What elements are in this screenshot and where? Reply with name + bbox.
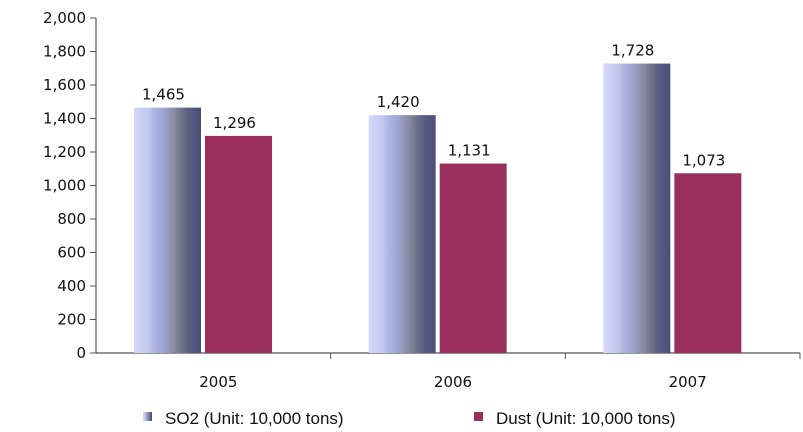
y-tick-label: 1,400 xyxy=(43,110,86,128)
bar-dust xyxy=(439,163,507,353)
y-tick-label: 0 xyxy=(76,344,86,362)
y-tick-label: 600 xyxy=(57,244,86,262)
bar-dust xyxy=(674,173,742,353)
y-tick-label: 800 xyxy=(57,210,86,228)
legend-swatch xyxy=(474,412,483,421)
x-tick-label: 2006 xyxy=(434,373,472,391)
legend-swatch xyxy=(143,412,152,421)
data-label: 1,465 xyxy=(142,86,185,104)
y-tick-label: 1,600 xyxy=(43,76,86,94)
legend: SO2 (Unit: 10,000 tons) Dust (Unit: 10,00… xyxy=(143,409,676,428)
y-tick-label: 400 xyxy=(57,277,86,295)
data-label: 1,420 xyxy=(377,93,420,111)
bar-so2 xyxy=(134,107,201,353)
y-tick-label: 2,000 xyxy=(43,9,86,27)
legend-label: SO2 (Unit: 10,000 tons) xyxy=(165,409,344,428)
y-tick-label: 1,000 xyxy=(43,177,86,195)
y-tick-label: 1,800 xyxy=(43,43,86,61)
data-label: 1,296 xyxy=(213,114,256,132)
x-tick-label: 2007 xyxy=(669,373,707,391)
bars xyxy=(134,63,742,354)
value-labels: 1,465 1,420 1,728 1,296 1,131 1,073 xyxy=(142,42,725,170)
bar-dust xyxy=(205,135,272,353)
y-axis-ticks: 0 200 400 600 800 1,000 1,200 1,400 1,600 1,800 2,… xyxy=(43,9,96,362)
data-label: 1,131 xyxy=(448,142,491,160)
bar-so2 xyxy=(368,115,436,354)
y-tick-label: 200 xyxy=(57,311,86,329)
x-axis-labels: 2005 2006 2007 xyxy=(199,373,707,391)
data-label: 1,728 xyxy=(611,42,654,60)
x-tick-label: 2005 xyxy=(199,373,237,391)
data-label: 1,073 xyxy=(682,151,725,169)
bar-so2 xyxy=(603,63,671,354)
legend-label: Dust (Unit: 10,000 tons) xyxy=(496,409,676,428)
y-tick-label: 1,200 xyxy=(43,143,86,161)
